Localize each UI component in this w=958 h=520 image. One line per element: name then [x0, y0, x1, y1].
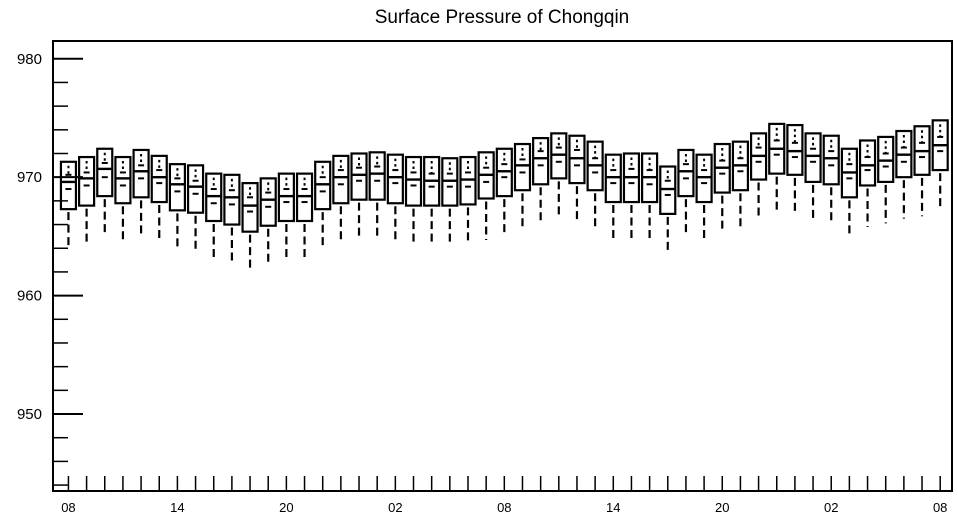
x-tick-label: 08	[61, 500, 75, 515]
box	[858, 139, 877, 187]
chart-title: Surface Pressure of Chongqin	[375, 7, 630, 28]
x-tick-label: 14	[606, 500, 620, 515]
box	[223, 173, 241, 226]
y-tick-label: 960	[17, 288, 42, 305]
box	[804, 132, 822, 184]
box	[350, 152, 368, 201]
box	[404, 155, 423, 207]
box	[59, 160, 78, 211]
box	[332, 154, 350, 205]
plot-frame	[52, 40, 953, 492]
box	[77, 155, 96, 207]
box	[368, 151, 386, 201]
box	[186, 164, 205, 214]
x-tick-label: 08	[933, 500, 947, 515]
x-tick-label: 02	[824, 500, 838, 515]
x-tick-label: 14	[170, 500, 184, 515]
x-tick-label: 08	[497, 500, 511, 515]
x-tick-label: 20	[715, 500, 729, 515]
box	[677, 148, 695, 198]
box	[386, 153, 404, 205]
y-tick-label: 970	[17, 169, 42, 186]
x-tick-label: 20	[279, 500, 293, 515]
y-tick-label: 950	[17, 406, 42, 423]
box	[96, 147, 114, 198]
box	[822, 134, 840, 186]
box	[259, 177, 277, 227]
box	[513, 142, 532, 192]
box	[168, 163, 187, 212]
plot-area: 950 960 970 980 08 14 20 02 08 14 20 02 08	[17, 40, 953, 515]
box	[114, 155, 132, 205]
x-tick-label: 02	[388, 500, 402, 515]
box	[132, 148, 150, 199]
y-tick-label: 980	[17, 51, 42, 68]
box	[241, 182, 259, 233]
box	[532, 137, 550, 186]
box	[150, 154, 168, 204]
